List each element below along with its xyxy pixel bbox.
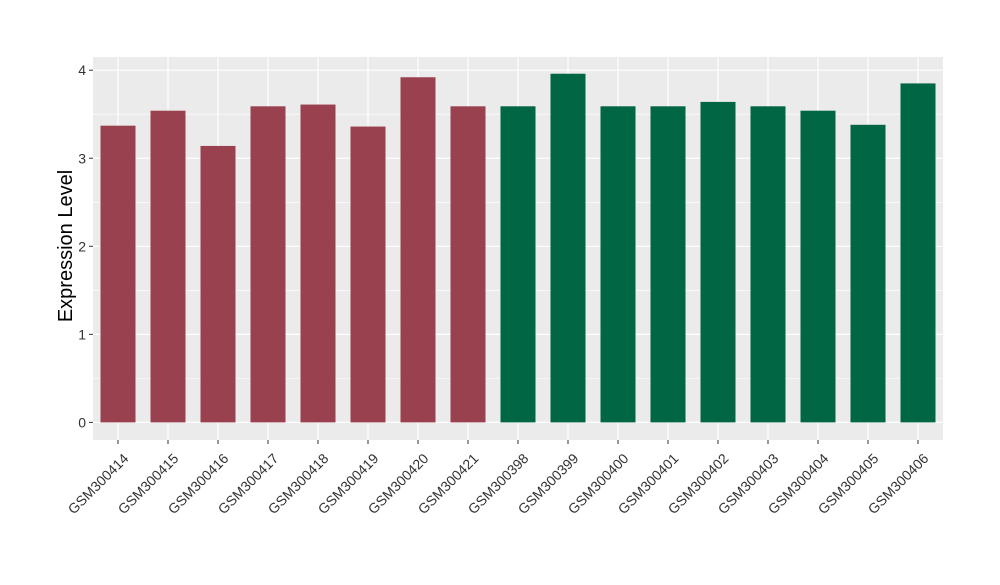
y-axis-title: Expression Level (55, 170, 77, 322)
bar (400, 77, 436, 423)
y-axis: 0 1 2 3 4 (78, 62, 93, 430)
bar (100, 125, 136, 423)
bar (850, 124, 886, 423)
x-axis: GSM300414GSM300415GSM300416GSM300417GSM3… (65, 440, 932, 517)
bar (900, 83, 936, 423)
bar (300, 104, 336, 423)
bar (150, 110, 186, 423)
bar (600, 106, 636, 423)
bar (450, 106, 486, 423)
bar (800, 110, 836, 423)
y-tick-label: 0 (78, 414, 86, 430)
y-tick-label: 4 (78, 62, 86, 78)
bar (350, 126, 386, 423)
bar (750, 106, 786, 423)
bar (700, 101, 736, 423)
y-tick-label: 1 (78, 326, 86, 342)
bar (200, 145, 236, 423)
bar (250, 106, 286, 423)
bars (100, 73, 936, 423)
bar (550, 73, 586, 423)
bar (650, 106, 686, 423)
y-tick-label: 2 (78, 238, 86, 254)
bar (500, 106, 536, 423)
y-tick-label: 3 (78, 150, 86, 166)
